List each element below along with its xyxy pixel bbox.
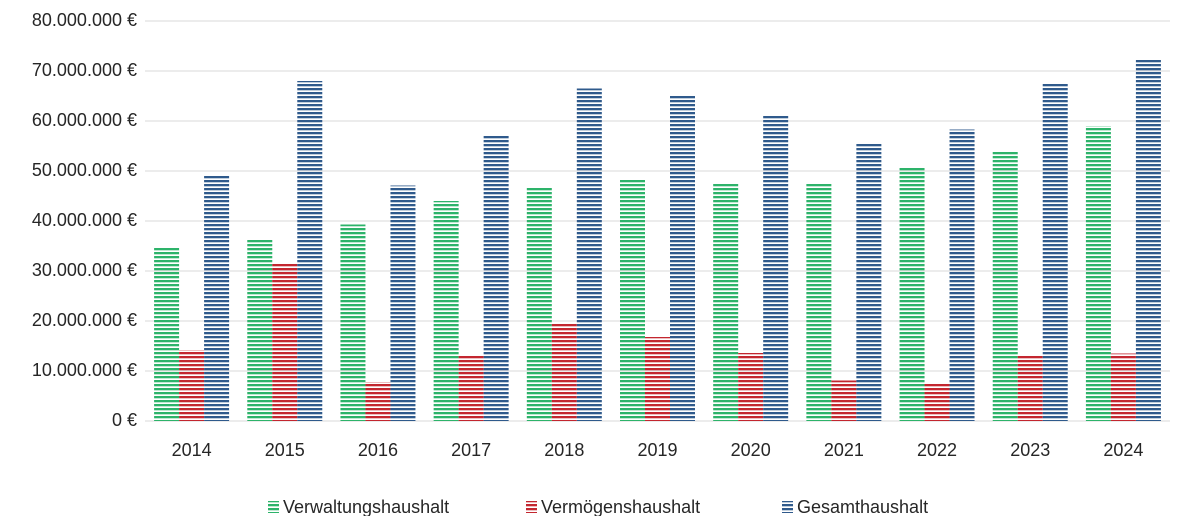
bar (576, 88, 602, 421)
bar (670, 96, 695, 421)
x-tick-label: 2019 (637, 440, 677, 460)
y-tick-label: 70.000.000 € (32, 60, 137, 80)
y-tick-label: 60.000.000 € (32, 110, 137, 130)
bar (1085, 126, 1111, 421)
y-tick-label: 80.000.000 € (32, 10, 137, 30)
bar (899, 166, 925, 421)
x-tick-label: 2021 (824, 440, 864, 460)
bar (831, 380, 857, 421)
bar (738, 353, 764, 421)
bar (1135, 58, 1161, 421)
bar (247, 239, 273, 421)
bar (483, 134, 509, 421)
y-tick-label: 10.000.000 € (32, 360, 137, 380)
x-tick-label: 2018 (544, 440, 584, 460)
y-tick-label: 30.000.000 € (32, 260, 137, 280)
y-tick-label: 40.000.000 € (32, 210, 137, 230)
x-tick-label: 2016 (358, 440, 398, 460)
bar (551, 322, 577, 421)
y-tick-label: 50.000.000 € (32, 160, 137, 180)
bar (526, 187, 552, 421)
y-tick-label: 20.000.000 € (32, 310, 137, 330)
y-tick-label: 0 € (112, 410, 137, 430)
bar (340, 224, 366, 421)
x-tick-label: 2023 (1010, 440, 1050, 460)
bar (204, 176, 230, 421)
bar (390, 185, 416, 421)
legend-swatch (782, 501, 793, 513)
bar (365, 382, 391, 421)
bar (992, 150, 1018, 421)
bar (179, 350, 205, 421)
bar (949, 129, 975, 421)
x-tick-label: 2014 (172, 440, 212, 460)
bar (1110, 353, 1136, 421)
bar (297, 81, 323, 421)
legend-label: Gesamthaushalt (797, 497, 928, 516)
x-tick-label: 2020 (731, 440, 771, 460)
x-tick-label: 2024 (1103, 440, 1143, 460)
x-tick-label: 2017 (451, 440, 491, 460)
bar (433, 201, 459, 421)
bar (272, 262, 298, 421)
legend-swatch (526, 501, 537, 513)
bar (763, 116, 789, 421)
bar (713, 184, 739, 421)
legend-label: Verwaltungshaushalt (283, 497, 449, 516)
bar (154, 247, 180, 421)
bar (620, 180, 645, 421)
bar (924, 384, 950, 421)
x-tick-label: 2022 (917, 440, 957, 460)
bar (856, 143, 882, 421)
x-tick-label: 2015 (265, 440, 305, 460)
bar (458, 354, 484, 421)
legend-label: Vermögenshaushalt (541, 497, 700, 516)
bar (806, 184, 832, 421)
bar (1042, 84, 1068, 421)
legend-swatch (268, 501, 279, 513)
bar (645, 337, 670, 421)
bar (1017, 354, 1043, 421)
